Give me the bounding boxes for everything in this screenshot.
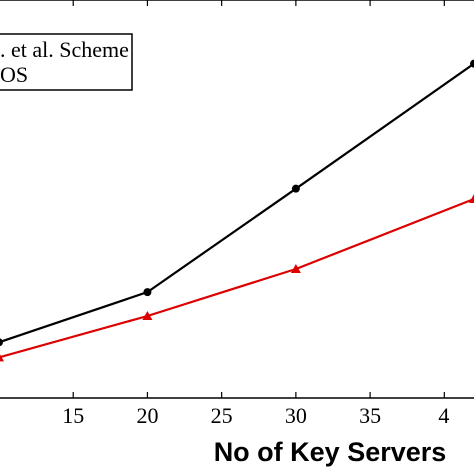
x-axis-label: No of Key Servers (214, 437, 447, 467)
series-2-point-10 (0, 354, 4, 362)
legend-entry-2: OS (0, 62, 28, 87)
series-2-point-30 (290, 264, 301, 273)
series-2-point-42 (469, 194, 474, 203)
x-tick-label-35: 35 (359, 403, 381, 428)
series-line-1 (0, 62, 474, 344)
x-tick-label-15: 15 (62, 403, 84, 428)
series-1-point-10 (0, 338, 3, 347)
series-2-point-20 (142, 311, 153, 320)
plot-axes (0, 0, 474, 399)
series-group (0, 59, 474, 362)
legend: . et al. Scheme OS (0, 33, 133, 91)
series-line-2 (0, 197, 474, 359)
series-1-point-20 (143, 288, 152, 297)
legend-entry-1: . et al. Scheme (0, 37, 129, 62)
x-tick-label-25: 25 (211, 403, 233, 428)
x-axis-ticks: 15 20 25 30 35 4 (62, 0, 449, 428)
x-tick-label-30: 30 (285, 403, 307, 428)
legend-box (0, 33, 133, 91)
x-tick-label-40: 4 (438, 403, 449, 428)
series-1-point-30 (291, 184, 300, 193)
x-tick-label-20: 20 (136, 403, 158, 428)
series-1-point-42 (470, 59, 474, 68)
